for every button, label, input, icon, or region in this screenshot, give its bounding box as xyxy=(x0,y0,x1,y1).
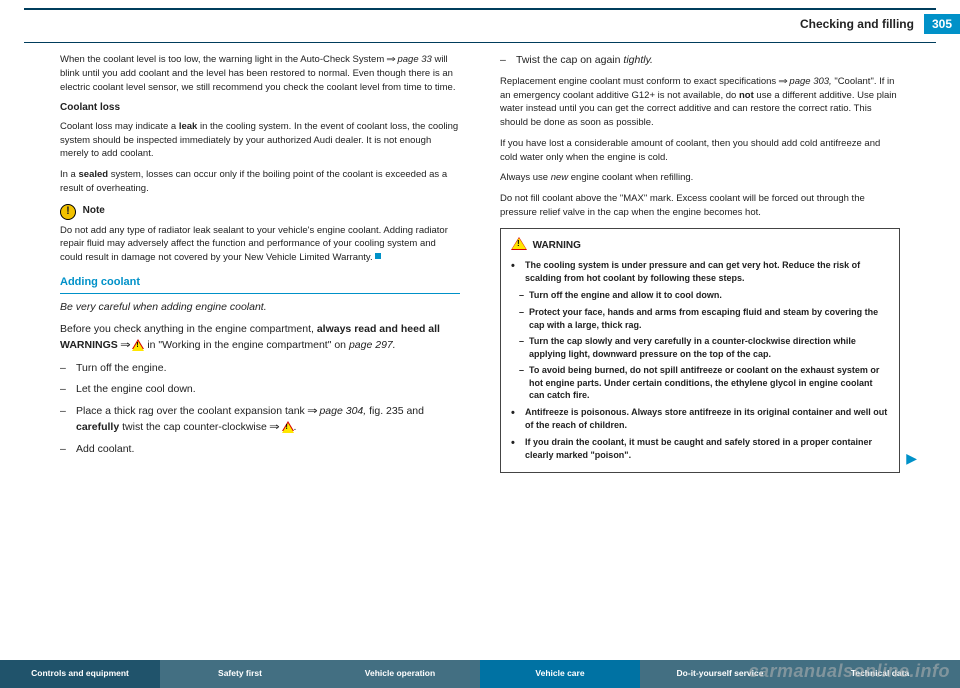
content-area: When the coolant level is too low, the w… xyxy=(0,53,960,473)
footer-tab[interactable]: Controls and equipment xyxy=(0,660,160,688)
warning-bullet: •If you drain the coolant, it must be ca… xyxy=(511,436,889,461)
subheading: Coolant loss xyxy=(60,101,460,116)
note-header: ! Note xyxy=(60,204,460,222)
footer-tab[interactable]: Safety first xyxy=(160,660,320,688)
para: Do not fill coolant above the "MAX" mark… xyxy=(500,192,900,220)
lead-text: Be very careful when adding engine coola… xyxy=(60,300,460,315)
warning-triangle-icon: ! xyxy=(132,339,144,349)
footer-tabs: Controls and equipment Safety first Vehi… xyxy=(0,660,960,688)
warning-triangle-icon: ! xyxy=(282,421,294,431)
arrow-icon: ⇒ xyxy=(120,338,131,354)
arrow-icon: ⇒ xyxy=(307,404,318,420)
warning-subitem: –Turn off the engine and allow it to coo… xyxy=(511,289,889,302)
warning-bullet: •Antifreeze is poisonous. Always store a… xyxy=(511,406,889,431)
page-header: Checking and filling 305 xyxy=(0,10,960,38)
arrow-icon: ⇒ xyxy=(386,53,396,67)
page-number: 305 xyxy=(924,14,960,34)
list-item: –Add coolant. xyxy=(60,442,460,458)
para: Replacement engine coolant must conform … xyxy=(500,75,900,130)
list-item: – Place a thick rag over the coolant exp… xyxy=(60,404,460,436)
header-title: Checking and filling xyxy=(800,17,914,31)
section-heading: Adding coolant xyxy=(60,275,460,291)
para: Always use new engine coolant when refil… xyxy=(500,171,900,185)
right-column: – Twist the cap on again tightly. Replac… xyxy=(500,53,900,473)
para: Before you check anything in the engine … xyxy=(60,322,460,354)
warning-subitem: –Turn the cap slowly and very carefully … xyxy=(511,335,889,360)
warning-heading: ! WARNING xyxy=(511,237,889,254)
continue-arrow-icon: ▶ xyxy=(906,448,917,468)
warning-subitem: –To avoid being burned, do not spill ant… xyxy=(511,364,889,402)
para: In a sealed system, losses can occur onl… xyxy=(60,168,460,196)
arrow-icon: ⇒ xyxy=(778,75,788,89)
para: When the coolant level is too low, the w… xyxy=(60,53,460,94)
section-rule xyxy=(60,293,460,294)
note-icon: ! xyxy=(60,204,76,220)
warning-bullet: •The cooling system is under pressure an… xyxy=(511,259,889,284)
list-item: –Turn off the engine. xyxy=(60,361,460,377)
para: If you have lost a considerable amount o… xyxy=(500,137,900,165)
note-text: Do not add any type of radiator leak sea… xyxy=(60,224,460,265)
warning-subitem: –Protect your face, hands and arms from … xyxy=(511,306,889,331)
header-rule xyxy=(24,42,936,43)
footer-tab[interactable]: Vehicle operation xyxy=(320,660,480,688)
warning-triangle-icon: ! xyxy=(511,237,527,250)
left-column: When the coolant level is too low, the w… xyxy=(60,53,460,473)
list-item: –Let the engine cool down. xyxy=(60,382,460,398)
footer-tab[interactable]: Technical data xyxy=(800,660,960,688)
footer-tab[interactable]: Do-it-yourself service xyxy=(640,660,800,688)
end-square-icon xyxy=(375,253,381,259)
para: Coolant loss may indicate a leak in the … xyxy=(60,120,460,161)
footer-tab[interactable]: Vehicle care xyxy=(480,660,640,688)
arrow-icon: ⇒ xyxy=(269,420,280,436)
warning-box: ! WARNING •The cooling system is under p… xyxy=(500,228,900,474)
note-label: Note xyxy=(83,205,105,216)
list-item: – Twist the cap on again tightly. xyxy=(500,53,900,69)
